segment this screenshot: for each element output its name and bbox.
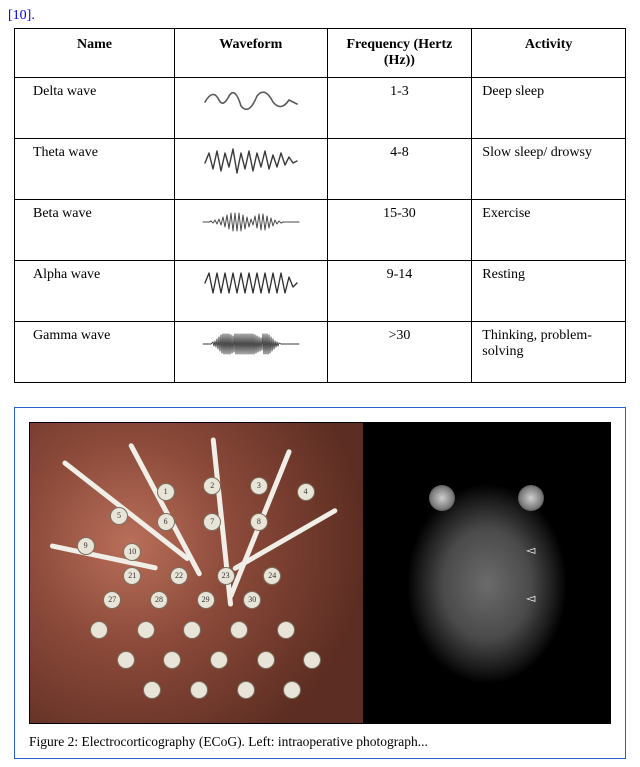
electrode-marker bbox=[257, 651, 275, 669]
electrode-marker bbox=[117, 651, 135, 669]
wave-name: Delta wave bbox=[15, 78, 175, 139]
wave-activity: Slow sleep/ drowsy bbox=[472, 139, 626, 200]
col-waveform: Waveform bbox=[175, 29, 328, 78]
electrode-marker: 23 bbox=[217, 567, 235, 585]
table-row: Delta wave 1-3Deep sleep bbox=[15, 78, 626, 139]
wave-frequency: 1-3 bbox=[327, 78, 472, 139]
wave-name: Gamma wave bbox=[15, 322, 175, 383]
electrode-marker: 9 bbox=[77, 537, 95, 555]
electrode-marker bbox=[190, 681, 208, 699]
mri-brain-slice bbox=[397, 463, 577, 683]
electrode-marker: 4 bbox=[297, 483, 315, 501]
electrode-marker: 29 bbox=[197, 591, 215, 609]
electrode-marker bbox=[237, 681, 255, 699]
brainwave-table: Name Waveform Frequency (Hertz (Hz)) Act… bbox=[14, 28, 626, 383]
electrode-marker bbox=[277, 621, 295, 639]
col-frequency: Frequency (Hertz (Hz)) bbox=[327, 29, 472, 78]
electrode-marker: 3 bbox=[250, 477, 268, 495]
wave-name: Theta wave bbox=[15, 139, 175, 200]
electrode-marker bbox=[90, 621, 108, 639]
electrode-marker: 28 bbox=[150, 591, 168, 609]
col-name: Name bbox=[15, 29, 175, 78]
figure-2-left-intraoperative: 123456789102122232427282930 bbox=[30, 423, 363, 723]
wave-frequency: 15-30 bbox=[327, 200, 472, 261]
figure-2-right-mri: ◅◅ bbox=[363, 423, 610, 723]
electrode-marker: 6 bbox=[157, 513, 175, 531]
wave-frequency: 9-14 bbox=[327, 261, 472, 322]
waveform-cell bbox=[175, 322, 328, 383]
electrode-marker: 8 bbox=[250, 513, 268, 531]
electrode-marker: 5 bbox=[110, 507, 128, 525]
electrode-marker bbox=[230, 621, 248, 639]
waveform-icon bbox=[196, 265, 306, 301]
waveform-cell bbox=[175, 261, 328, 322]
figure-2-caption: Figure 2: Electrocorticography (ECoG). L… bbox=[29, 734, 611, 750]
waveform-cell bbox=[175, 200, 328, 261]
figure-2-box: 123456789102122232427282930 ◅◅ Figure 2:… bbox=[14, 407, 626, 759]
wave-activity: Exercise bbox=[472, 200, 626, 261]
table-row: Alpha wave 9-14Resting bbox=[15, 261, 626, 322]
waveform-icon bbox=[196, 326, 306, 362]
mri-arrow-icon: ◅ bbox=[526, 543, 535, 558]
wave-activity: Deep sleep bbox=[472, 78, 626, 139]
figure-caption-text: Figure 2: Electrocorticography (ECoG). L… bbox=[29, 734, 428, 749]
waveform-icon bbox=[196, 82, 306, 118]
figure-2-images: 123456789102122232427282930 ◅◅ bbox=[29, 422, 611, 724]
table-row: Theta wave 4-8Slow sleep/ drowsy bbox=[15, 139, 626, 200]
wave-activity: Resting bbox=[472, 261, 626, 322]
wave-frequency: >30 bbox=[327, 322, 472, 383]
waveform-cell bbox=[175, 78, 328, 139]
wave-name: Alpha wave bbox=[15, 261, 175, 322]
electrode-marker bbox=[210, 651, 228, 669]
wave-activity: Thinking, problem-solving bbox=[472, 322, 626, 383]
table-header-row: Name Waveform Frequency (Hertz (Hz)) Act… bbox=[15, 29, 626, 78]
wave-name: Beta wave bbox=[15, 200, 175, 261]
col-activity: Activity bbox=[472, 29, 626, 78]
table-row: Gamma wave >30Thinking, problem-solving bbox=[15, 322, 626, 383]
waveform-cell bbox=[175, 139, 328, 200]
citation-ref: [10]. bbox=[8, 8, 35, 23]
wave-frequency: 4-8 bbox=[327, 139, 472, 200]
waveform-icon bbox=[196, 143, 306, 179]
mri-arrow-icon: ◅ bbox=[526, 591, 535, 606]
electrode-marker: 1 bbox=[157, 483, 175, 501]
table-row: Beta wave 15-30Exercise bbox=[15, 200, 626, 261]
electrode-marker: 22 bbox=[170, 567, 188, 585]
electrode-marker bbox=[137, 621, 155, 639]
waveform-icon bbox=[196, 204, 306, 240]
